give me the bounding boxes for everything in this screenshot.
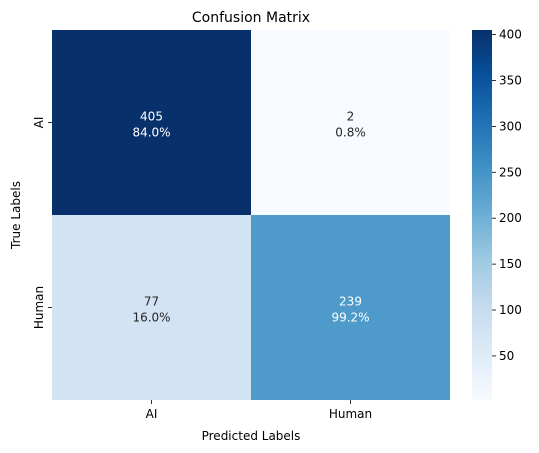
heatmap-cell	[251, 30, 450, 215]
colorbar-tick-label: 350	[499, 73, 522, 87]
colorbar-tick-label: 300	[499, 119, 522, 133]
heatmap-cell-labels: 405 84.0% 2 0.8% 77 16.0% 239 99.2%	[132, 110, 369, 325]
heatmap-cell	[251, 215, 450, 400]
y-tick-label: AI	[32, 117, 46, 129]
x-tick-label: AI	[146, 407, 158, 421]
heatmap-cell	[52, 30, 251, 215]
heatmap-cells	[52, 30, 450, 400]
cell-percent-label: 84.0%	[132, 126, 170, 140]
cell-percent-label: 0.8%	[335, 126, 366, 140]
y-tick-label: Human	[32, 286, 46, 329]
colorbar-tick-label: 50	[499, 349, 514, 363]
colorbar-ticks: 50 100 150 200 250 300 350 400	[492, 28, 522, 363]
cell-percent-label: 99.2%	[331, 311, 369, 325]
cell-percent-label: 16.0%	[132, 311, 170, 325]
cell-count-label: 239	[339, 295, 362, 309]
colorbar-tick-label: 400	[499, 28, 522, 42]
heatmap-cell	[52, 215, 251, 400]
chart-title: Confusion Matrix	[192, 10, 310, 26]
cell-count-label: 77	[144, 295, 159, 309]
x-tick-label: Human	[329, 407, 372, 421]
x-axis-label: Predicted Labels	[202, 429, 301, 443]
cell-count-label: 2	[347, 110, 355, 124]
y-axis: AI Human	[32, 117, 52, 329]
colorbar-tick-label: 100	[499, 303, 522, 317]
colorbar-tick-label: 250	[499, 165, 522, 179]
colorbar-tick-label: 200	[499, 211, 522, 225]
colorbar-tick-label: 150	[499, 257, 522, 271]
colorbar	[472, 30, 492, 400]
y-axis-label: True Labels	[9, 181, 23, 250]
cell-count-label: 405	[140, 110, 163, 124]
x-axis: AI Human	[146, 400, 372, 421]
